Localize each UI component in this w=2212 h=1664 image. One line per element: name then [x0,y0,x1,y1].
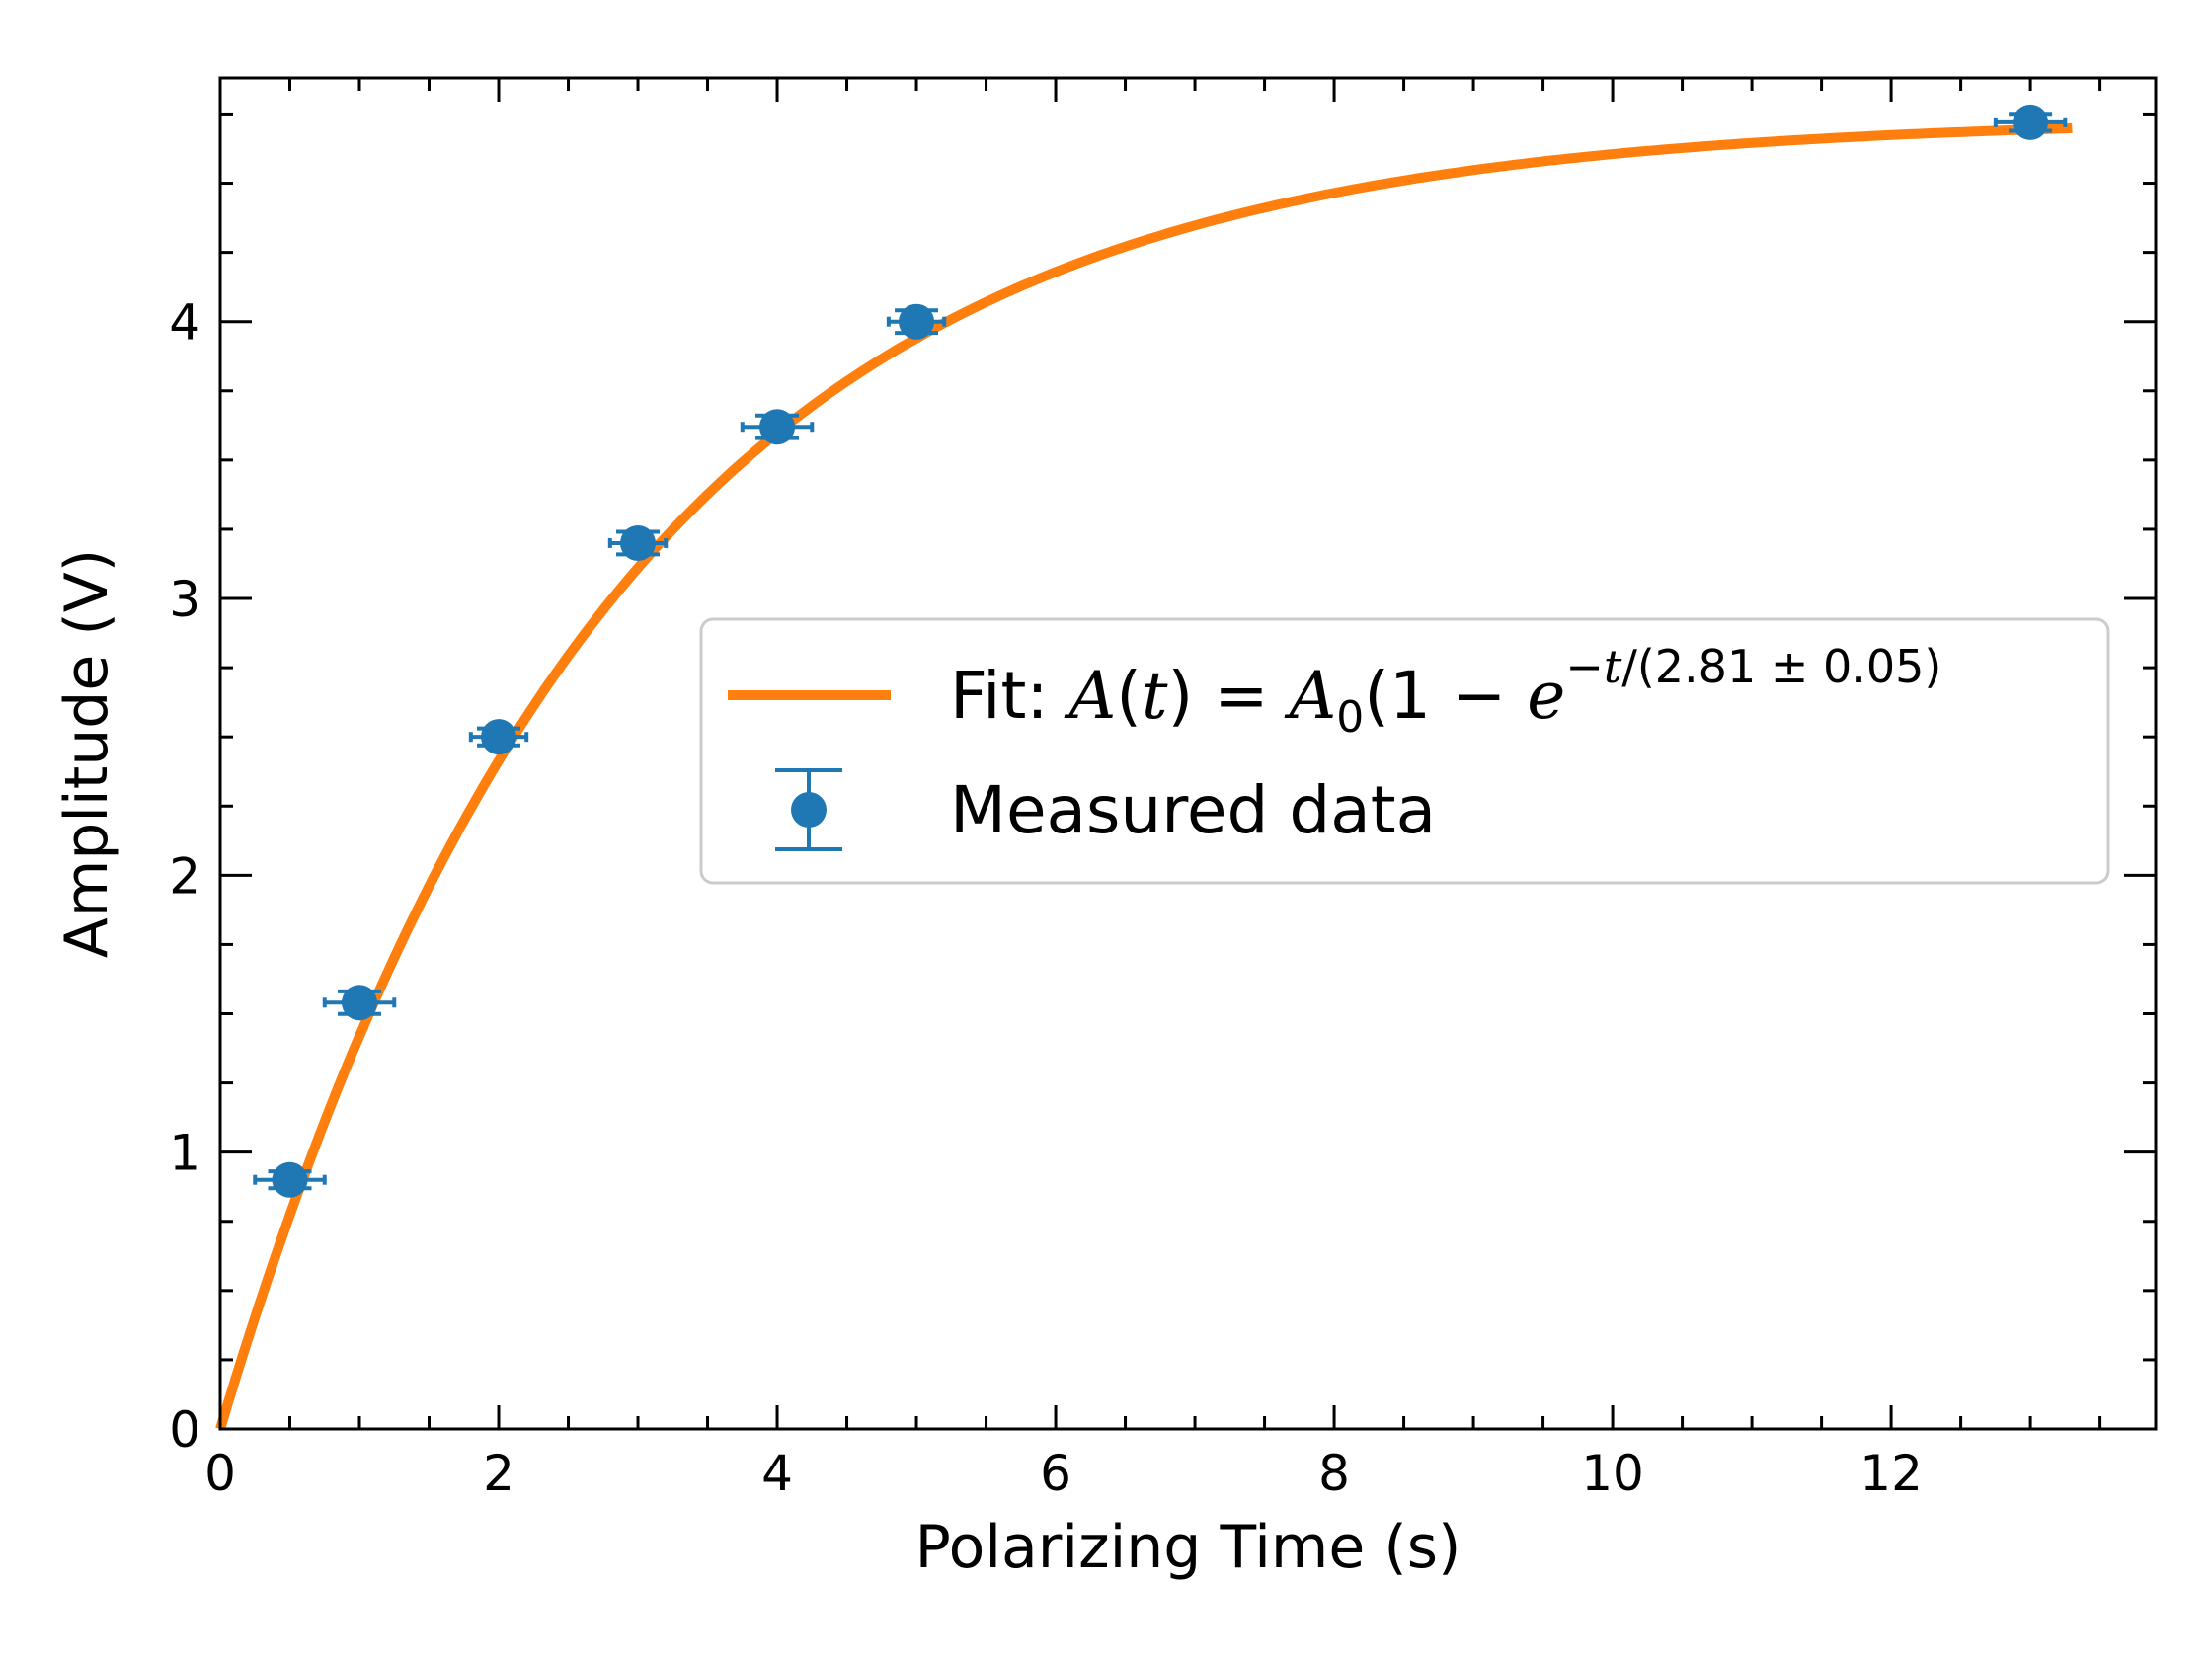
data-points-layer [253,104,2068,1198]
legend: Fit: A(t) = A0(1 − e−t/(2.81 ± 0.05) Mea… [699,617,2110,885]
data-point-marker [899,303,935,340]
legend-data-marker-swatch [775,768,842,851]
data-point-marker [759,409,796,445]
legend-fit-A0-subscript: 0 [1336,692,1364,743]
data-point [253,1161,327,1198]
legend-fit-t: t [1142,658,1168,734]
x-tick-label: 2 [483,1445,514,1502]
legend-fit-paren-close-eq: ) = [1168,658,1290,734]
x-tick-label: 0 [204,1445,236,1502]
y-tick-label: 3 [169,571,200,628]
data-point [740,409,815,445]
legend-box [699,617,2110,885]
legend-fit-paren-open: ( [1116,658,1142,734]
legend-data-label: Measured data [950,772,1436,848]
y-tick-label: 1 [169,1125,200,1182]
y-tick-label: 4 [169,294,200,352]
x-axis-label: Polarizing Time (s) [915,1513,1462,1582]
legend-fit-A0: A [1284,658,1337,734]
data-point-marker [481,719,517,755]
data-point [607,524,669,561]
legend-fit-A: A [1064,658,1117,734]
fit-curve-line [215,122,2073,1431]
legend-marker [791,792,827,828]
x-tick-label: 6 [1040,1445,1071,1502]
legend-fit-exp-t: t [1604,640,1622,693]
legend-fit-exp-rest: /(2.81 ± 0.05) [1621,640,1941,693]
legend-fit-e: e [1527,658,1565,734]
legend-fit-one-minus: (1 − [1364,658,1527,734]
data-point-marker [272,1161,308,1198]
data-point [468,719,529,755]
y-tick-label: 2 [169,847,200,905]
plot-frame [218,76,2158,1431]
fit-curve-layer [215,122,2073,1431]
y-axis-label: Amplitude (V) [52,549,121,958]
x-tick-label: 8 [1318,1445,1350,1502]
x-tick-label: 12 [1859,1445,1923,1502]
legend-fit-label: Fit: A(t) = A0(1 − e−t/(2.81 ± 0.05) [950,640,1941,743]
y-tick-label: 0 [169,1401,200,1459]
x-tick-label: 4 [761,1445,793,1502]
data-point-marker [620,524,657,561]
data-point [1993,104,2068,140]
data-point-marker [342,985,378,1021]
data-point-marker [2013,104,2049,140]
x-tick-label: 10 [1581,1445,1644,1502]
legend-fit-prefix: Fit: [950,658,1069,734]
legend-fit-exp-minus: − [1565,640,1604,693]
data-point [322,985,397,1021]
data-point [886,303,947,340]
